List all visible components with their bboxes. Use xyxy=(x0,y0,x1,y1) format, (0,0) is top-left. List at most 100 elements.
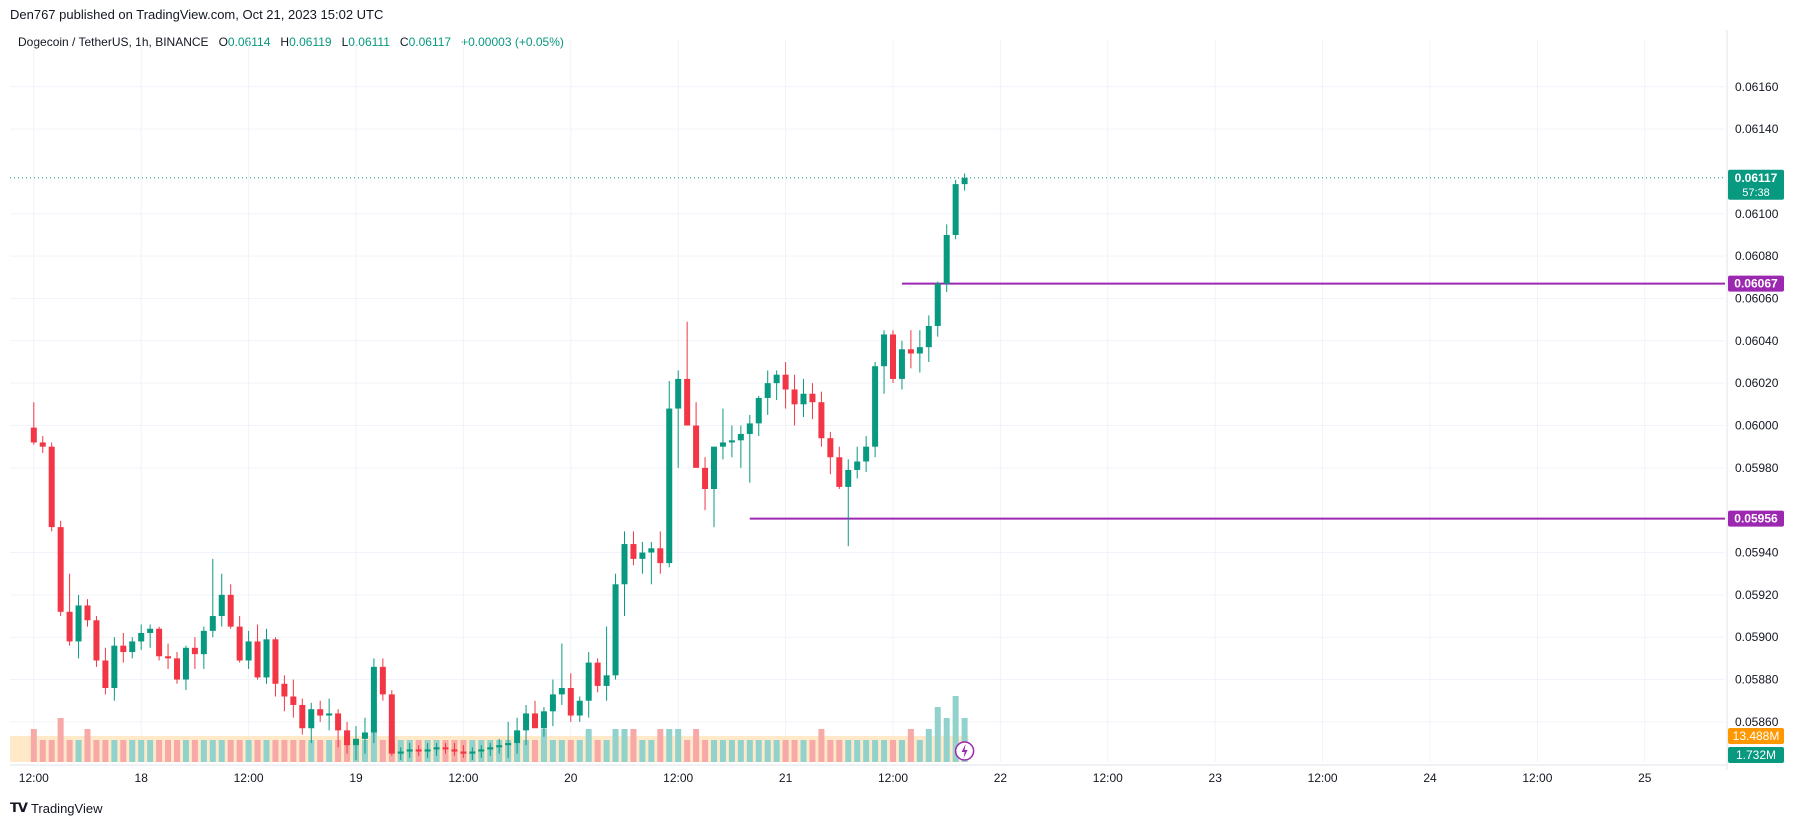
candle-body xyxy=(818,402,825,439)
symbol-legend: Dogecoin / TetherUS, 1h, BINANCE O0.0611… xyxy=(18,35,564,49)
symbol-name[interactable]: Dogecoin / TetherUS, 1h, BINANCE xyxy=(18,35,209,49)
x-tick-label: 12:00 xyxy=(448,771,478,785)
tradingview-icon: 𝗧𝗩 xyxy=(10,800,28,815)
volume-bar xyxy=(890,740,896,762)
volume-bar xyxy=(675,729,682,762)
candle-body xyxy=(263,639,270,678)
y-tick-label: 0.05880 xyxy=(1735,673,1779,687)
candle-body xyxy=(75,605,82,642)
volume-bar xyxy=(281,740,288,762)
candle-body xyxy=(469,751,476,754)
lightning-icon[interactable] xyxy=(954,741,975,761)
volume-bar xyxy=(800,740,807,762)
horizontal-levels[interactable] xyxy=(10,177,1725,520)
y-tick-label: 0.06140 xyxy=(1735,122,1779,136)
volume-bar xyxy=(236,740,243,762)
y-tick-label: 0.06000 xyxy=(1735,418,1779,432)
x-tick-label: 25 xyxy=(1638,771,1652,785)
volume-bar xyxy=(93,740,100,762)
y-tick-label: 0.06040 xyxy=(1735,334,1779,348)
candle-body xyxy=(496,745,503,748)
volume-bar xyxy=(818,729,825,762)
volume-bar xyxy=(603,740,610,762)
candle-body xyxy=(370,666,377,733)
volume-bar xyxy=(782,740,789,762)
candle-body xyxy=(335,713,342,731)
tradingview-logo[interactable]: 𝗧𝗩 TradingView xyxy=(10,800,102,816)
candle-body xyxy=(684,378,691,426)
volume-tag xyxy=(1728,747,1784,763)
y-tick-label: 0.05940 xyxy=(1735,546,1779,560)
volume-bar xyxy=(317,740,324,762)
candle-body xyxy=(675,378,682,409)
candle-body xyxy=(728,440,735,443)
x-tick-label: 12:00 xyxy=(19,771,49,785)
volume-bar xyxy=(621,729,628,762)
x-tick-label: 20 xyxy=(564,771,578,785)
candle-body xyxy=(514,730,521,744)
close-label: C xyxy=(399,35,409,49)
candle-body xyxy=(693,425,700,468)
volume-bar xyxy=(567,740,574,762)
volume-bar xyxy=(200,740,207,762)
volume-bar xyxy=(925,729,932,762)
candle-body xyxy=(120,645,127,653)
volume-bar xyxy=(898,740,905,762)
volume-bar xyxy=(943,718,950,762)
candle-body xyxy=(406,749,413,752)
volume-bar xyxy=(540,729,547,762)
candle-body xyxy=(773,374,780,384)
candle-body xyxy=(702,467,709,490)
candle-body xyxy=(397,751,404,754)
volume-bar xyxy=(693,729,700,762)
candle-body xyxy=(84,605,91,621)
volume-bar xyxy=(863,740,870,762)
y-tick-label: 0.05900 xyxy=(1735,630,1779,644)
volume-bar xyxy=(827,740,834,762)
volume-bar xyxy=(156,740,163,762)
candle-body xyxy=(93,620,100,661)
volume-bar xyxy=(612,729,619,762)
candle-body xyxy=(57,527,64,612)
axes: 0.061600.061400.061000.060800.060600.060… xyxy=(10,30,1779,785)
volume-bar xyxy=(75,740,82,762)
candle-body xyxy=(657,548,664,564)
candle-body xyxy=(567,688,574,716)
y-tick-label: 0.05920 xyxy=(1735,588,1779,602)
candle-body xyxy=(755,397,762,424)
candle-body xyxy=(174,658,180,680)
volume-bar xyxy=(335,740,342,762)
candle-body xyxy=(281,683,288,697)
candle-body xyxy=(916,347,923,354)
open-value: 0.06114 xyxy=(227,35,271,49)
candle-body xyxy=(111,645,118,689)
candle-body xyxy=(254,641,261,678)
candle-body xyxy=(836,457,843,487)
volume-bar xyxy=(326,740,333,762)
volume-bar xyxy=(916,740,923,762)
volume-bar xyxy=(299,740,306,762)
candle-body xyxy=(925,325,932,348)
volume-bar xyxy=(791,740,798,762)
volume-label: 1.732M xyxy=(1736,748,1776,762)
grid xyxy=(10,40,1725,762)
candle-body xyxy=(48,446,55,528)
last-price-label: 0.06117 xyxy=(1735,171,1778,185)
candle-body xyxy=(782,374,789,390)
candle-body xyxy=(737,433,744,441)
candle-body xyxy=(800,393,807,405)
candle-body xyxy=(138,632,145,642)
candle-body xyxy=(379,666,386,695)
last-price-tag xyxy=(1728,169,1784,200)
candle-body xyxy=(102,660,109,689)
candle-body xyxy=(863,446,870,462)
candle-body xyxy=(612,584,619,676)
candle-body xyxy=(881,334,888,367)
volume-bar xyxy=(308,740,315,762)
volume-bar xyxy=(648,740,655,762)
candle-body xyxy=(209,616,216,631)
candle-body xyxy=(854,461,861,470)
candle-body xyxy=(523,713,530,731)
tradingview-brand: TradingView xyxy=(30,800,103,816)
